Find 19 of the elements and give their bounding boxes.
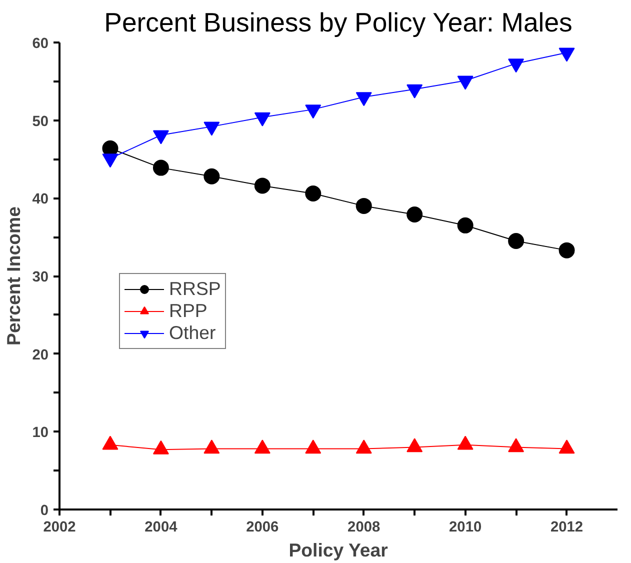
x-tick-label: 2006: [246, 520, 279, 536]
legend-label: RPP: [169, 300, 208, 322]
chart-title: Percent Business by Policy Year: Males: [104, 8, 572, 38]
y-tick-label: 20: [32, 347, 49, 364]
y-tick-label: 50: [32, 114, 49, 130]
x-tick-label: 2004: [144, 520, 178, 536]
y-tick-label: 0: [40, 503, 49, 519]
legend-label: RRSP: [169, 278, 221, 300]
y-tick-label: 30: [32, 270, 49, 286]
y-axis-title: Percent Income: [3, 206, 24, 346]
x-tick-label: 2008: [348, 520, 380, 536]
x-tick-label: 2010: [449, 520, 482, 536]
y-tick-label: 60: [32, 36, 49, 52]
legend-label: Other: [169, 322, 216, 344]
y-tick-label: 10: [32, 425, 49, 442]
y-tick-label: 40: [32, 192, 49, 208]
x-axis-title: Policy Year: [288, 540, 388, 560]
x-tick-label: 2012: [550, 520, 584, 536]
x-tick-label: 2002: [43, 520, 76, 536]
